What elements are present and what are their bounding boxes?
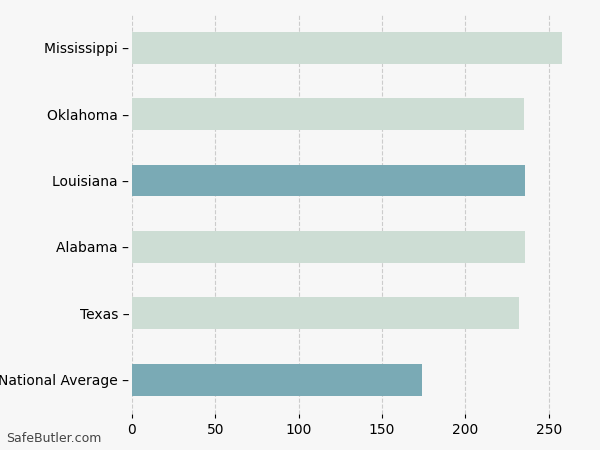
Bar (132, 364, 422, 396)
Bar (132, 231, 526, 263)
Bar (132, 98, 524, 130)
Bar (132, 297, 518, 329)
Text: SafeButler.com: SafeButler.com (6, 432, 101, 446)
Bar (132, 165, 526, 197)
Bar (132, 32, 562, 63)
